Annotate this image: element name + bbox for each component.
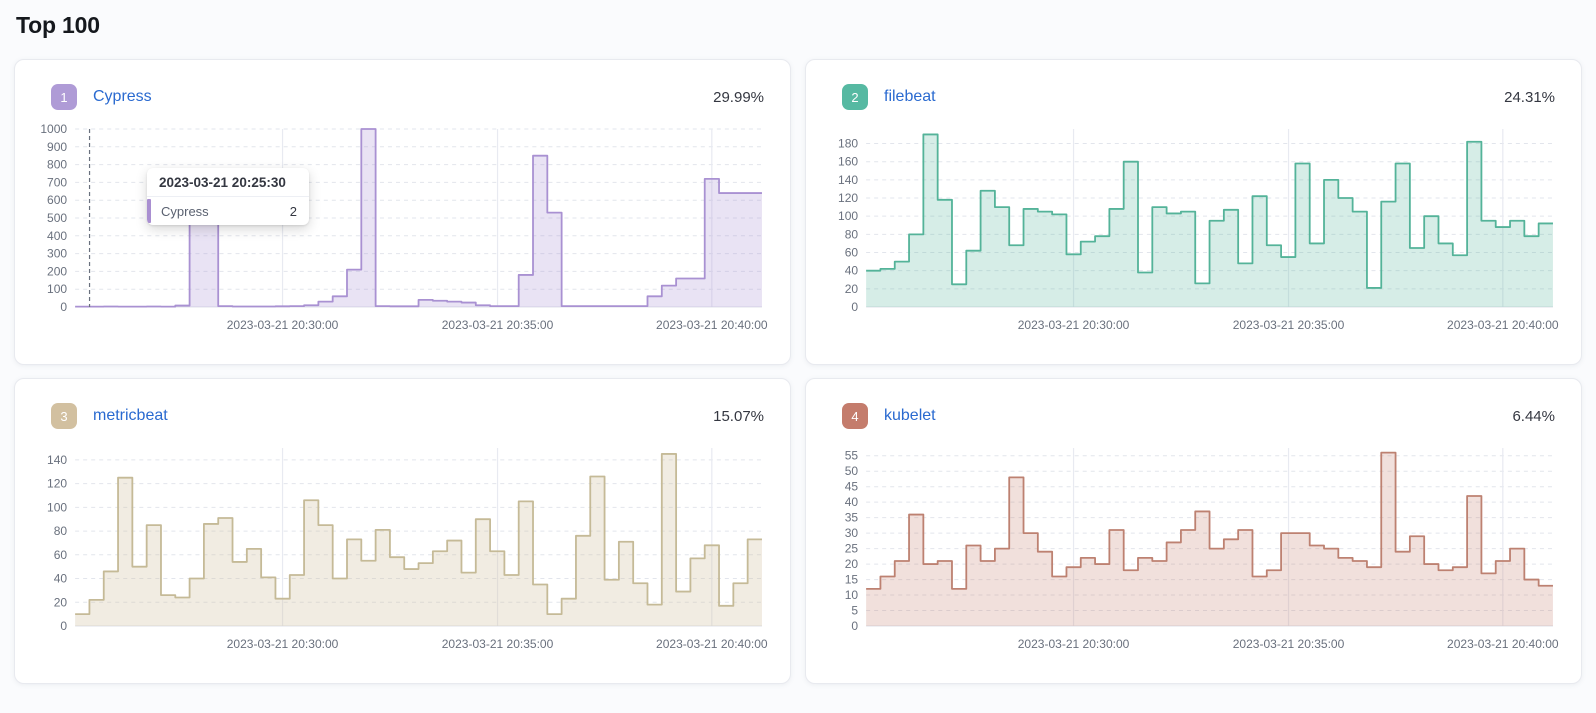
filebeat-area-chart[interactable]: 0 20 40 60 80 100 120 140 160 180 2023-03-21 20:30…	[820, 122, 1567, 340]
series-link-filebeat[interactable]: filebeat	[884, 88, 936, 105]
svg-text:25: 25	[845, 542, 859, 556]
series-link-kubelet[interactable]: kubelet	[884, 407, 936, 424]
svg-text:40: 40	[845, 495, 859, 509]
percent-value: 29.99%	[713, 88, 764, 106]
cypress-area-chart[interactable]: 0 100 200 300 400 500 600 700 800 900 1000 2023-03-…	[29, 122, 776, 340]
rank-badge: 4	[842, 403, 868, 429]
svg-text:2023-03-21 20:35:00: 2023-03-21 20:35:00	[442, 637, 554, 651]
svg-text:180: 180	[838, 137, 858, 151]
svg-text:20: 20	[845, 557, 859, 571]
chart-area-metricbeat[interactable]: 0 20 40 60 80 100 120 140 2023-03-21 20:30:00 202…	[29, 441, 776, 659]
series-swatch	[147, 199, 151, 223]
svg-text:300: 300	[47, 247, 67, 261]
svg-text:2023-03-21 20:40:00: 2023-03-21 20:40:00	[1447, 637, 1559, 651]
svg-text:55: 55	[845, 449, 859, 463]
card-header: 4 kubelet 6.44%	[820, 403, 1567, 441]
chart-area-cypress[interactable]: 0 100 200 300 400 500 600 700 800 900 1000 2023-03-…	[29, 122, 776, 340]
rank-badge: 2	[842, 84, 868, 110]
tooltip-date: 2023-03-21 20:25:30	[147, 168, 309, 197]
svg-text:2023-03-21 20:35:00: 2023-03-21 20:35:00	[442, 318, 554, 332]
svg-text:80: 80	[845, 227, 859, 241]
svg-text:20: 20	[845, 282, 859, 296]
svg-text:5: 5	[851, 604, 858, 618]
svg-text:2023-03-21 20:30:00: 2023-03-21 20:30:00	[227, 318, 339, 332]
svg-text:40: 40	[845, 264, 859, 278]
svg-text:40: 40	[54, 572, 68, 586]
svg-text:120: 120	[838, 191, 858, 205]
svg-text:2023-03-21 20:30:00: 2023-03-21 20:30:00	[1018, 637, 1130, 651]
svg-text:140: 140	[838, 173, 858, 187]
svg-text:2023-03-21 20:40:00: 2023-03-21 20:40:00	[656, 637, 768, 651]
series-link-cypress[interactable]: Cypress	[93, 88, 152, 105]
svg-text:2023-03-21 20:40:00: 2023-03-21 20:40:00	[1447, 318, 1559, 332]
svg-text:2023-03-21 20:30:00: 2023-03-21 20:30:00	[1018, 318, 1130, 332]
tooltip-series-name: Cypress	[161, 203, 209, 219]
dashboard-page: Top 100 1 Cypress 29.99% 0 100 200 300 400 50…	[14, 12, 1582, 684]
svg-text:60: 60	[845, 246, 859, 260]
svg-text:2023-03-21 20:40:00: 2023-03-21 20:40:00	[656, 318, 768, 332]
card-header: 3 metricbeat 15.07%	[29, 403, 776, 441]
svg-text:900: 900	[47, 140, 67, 154]
svg-text:100: 100	[47, 282, 67, 296]
svg-text:0: 0	[851, 300, 858, 314]
chart-area-kubelet[interactable]: 0 5 10 15 20 25 30 35 40 45 50 55 2023-03-21 20:30:0…	[820, 441, 1567, 659]
svg-text:45: 45	[845, 480, 859, 494]
tooltip-series-value: 2	[289, 203, 297, 219]
svg-text:50: 50	[845, 464, 859, 478]
chart-area-filebeat[interactable]: 0 20 40 60 80 100 120 140 160 180 2023-03-21 20:30…	[820, 122, 1567, 340]
svg-text:15: 15	[845, 573, 859, 587]
tooltip-row: Cypress 2	[147, 197, 309, 225]
svg-text:160: 160	[838, 155, 858, 169]
svg-text:2023-03-21 20:35:00: 2023-03-21 20:35:00	[1233, 637, 1345, 651]
svg-text:0: 0	[60, 619, 67, 633]
cards-grid: 1 Cypress 29.99% 0 100 200 300 400 500 600 700 8…	[14, 59, 1582, 684]
rank-card-cypress: 1 Cypress 29.99% 0 100 200 300 400 500 600 700 8…	[14, 59, 791, 365]
svg-text:400: 400	[47, 229, 67, 243]
svg-text:10: 10	[845, 588, 859, 602]
rank-badge: 3	[51, 403, 77, 429]
metricbeat-area-chart[interactable]: 0 20 40 60 80 100 120 140 2023-03-21 20:30:00 202…	[29, 441, 776, 659]
svg-text:1000: 1000	[40, 122, 67, 136]
svg-text:100: 100	[838, 209, 858, 223]
rank-card-filebeat: 2 filebeat 24.31% 0 20 40 60 80 100 120 140 160 1…	[805, 59, 1582, 365]
svg-text:2023-03-21 20:30:00: 2023-03-21 20:30:00	[227, 637, 339, 651]
svg-text:140: 140	[47, 453, 67, 467]
percent-value: 24.31%	[1504, 88, 1555, 106]
svg-text:600: 600	[47, 193, 67, 207]
rank-card-kubelet: 4 kubelet 6.44% 0 5 10 15 20 25 30 35 40 45 50 55 20…	[805, 378, 1582, 684]
svg-text:2023-03-21 20:35:00: 2023-03-21 20:35:00	[1233, 318, 1345, 332]
percent-value: 6.44%	[1512, 407, 1555, 425]
svg-text:20: 20	[54, 595, 68, 609]
svg-text:30: 30	[845, 526, 859, 540]
card-header: 1 Cypress 29.99%	[29, 84, 776, 122]
svg-text:0: 0	[60, 300, 67, 314]
svg-text:500: 500	[47, 211, 67, 225]
svg-text:700: 700	[47, 175, 67, 189]
rank-card-metricbeat: 3 metricbeat 15.07% 0 20 40 60 80 100 120 140 20…	[14, 378, 791, 684]
svg-text:100: 100	[47, 500, 67, 514]
svg-text:35: 35	[845, 511, 859, 525]
percent-value: 15.07%	[713, 407, 764, 425]
svg-text:120: 120	[47, 477, 67, 491]
svg-text:60: 60	[54, 548, 68, 562]
svg-text:0: 0	[851, 619, 858, 633]
svg-text:800: 800	[47, 158, 67, 172]
page-title: Top 100	[16, 12, 100, 38]
svg-text:200: 200	[47, 264, 67, 278]
rank-badge: 1	[51, 84, 77, 110]
chart-tooltip: 2023-03-21 20:25:30 Cypress 2	[147, 168, 309, 225]
svg-text:80: 80	[54, 524, 68, 538]
series-link-metricbeat[interactable]: metricbeat	[93, 407, 168, 424]
card-header: 2 filebeat 24.31%	[820, 84, 1567, 122]
